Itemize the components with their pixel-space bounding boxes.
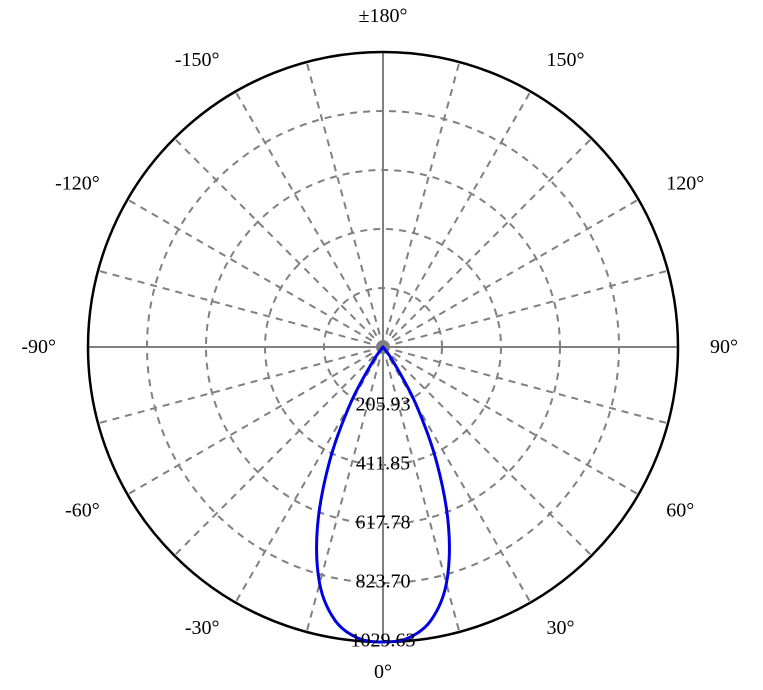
angle-tick-label: 90°	[710, 336, 738, 358]
angle-tick-label: -90°	[21, 336, 56, 358]
angle-tick-label: ±180°	[359, 5, 408, 27]
angle-tick-label: -120°	[55, 173, 100, 195]
angle-tick-label: -60°	[65, 500, 100, 522]
angle-tick-label: 60°	[666, 500, 694, 522]
radial-tick-label: 205.93	[356, 394, 411, 416]
angle-tick-label: -150°	[175, 49, 220, 71]
angle-tick-label: 120°	[666, 173, 704, 195]
angle-tick-label: 0°	[374, 661, 392, 683]
angle-tick-label: 30°	[547, 617, 575, 639]
angle-tick-label: -30°	[185, 617, 220, 639]
polar-chart: 205.93 411.85 617.78 823.70 1029.63 0° 30° 60° 9…	[0, 0, 763, 690]
radial-tick-label: 823.70	[356, 571, 411, 593]
radial-tick-label: 411.85	[356, 453, 410, 475]
angle-tick-label: 150°	[547, 49, 585, 71]
radial-tick-label: 617.78	[356, 512, 411, 534]
radial-tick-label: 1029.63	[351, 630, 416, 652]
